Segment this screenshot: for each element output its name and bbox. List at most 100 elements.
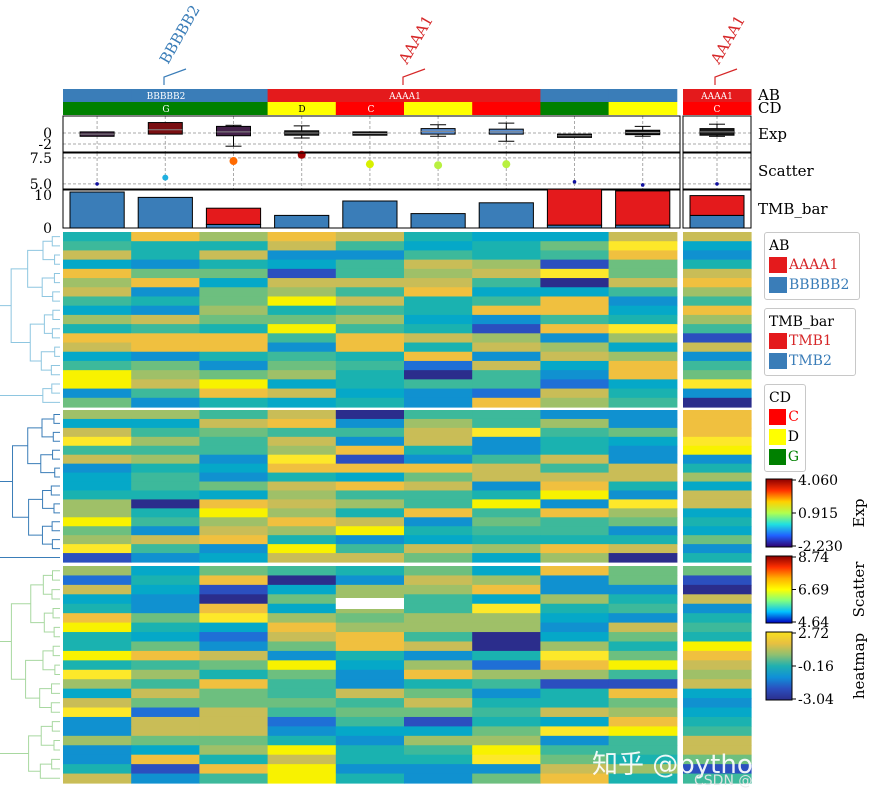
heatmap-cell [199,575,269,586]
dendrogram-branch [40,351,55,371]
heatmap-cell [472,388,541,399]
heatmap-cell [540,342,610,353]
heatmap-cell [683,232,752,242]
exp-ytick-1: -2 [38,137,52,153]
heatmap-cell [472,716,541,727]
heatmap-cell [472,707,541,718]
heatmap-cell [267,526,337,536]
heatmap-cell [335,754,405,765]
dendrogram-branch [30,584,45,624]
heatmap-cell [131,698,200,709]
heatmap-cell [683,472,752,483]
heatmap-cell [540,351,610,362]
legend-swatch [769,257,787,273]
dendrogram-branch [28,498,43,536]
heatmap-cell [335,333,405,344]
heatmap-cell [540,241,610,252]
heatmap-cell [472,268,541,279]
heatmap-cell [131,641,200,652]
heatmap-cell [131,594,200,605]
heatmap-cell [335,241,405,252]
heatmap-cell [472,241,541,252]
dendrogram-branch [54,254,60,265]
heatmap-cell [472,232,541,242]
heatmap-cell [335,278,405,288]
dendrogram-branch [39,763,60,779]
dendrogram-branch [42,240,55,261]
heatmap-cell [335,622,405,633]
heatmap-cell [131,517,200,527]
heatmap-cell [63,553,132,563]
heatmap-cell [199,745,269,756]
heatmap-cell [683,499,752,509]
heatmap-cell [335,454,405,465]
scatter-point-2 [229,157,238,166]
row-label-ab: AB [757,86,780,104]
heatmap-cell [199,622,269,633]
row-label-exp: Exp [758,125,787,143]
heatmap-cell [267,669,337,680]
legend-swatch [769,449,786,465]
heatmap-cell [335,490,405,501]
heatmap-cell [683,418,752,429]
legend-ab-item-1: AAAA1 [769,255,853,275]
heatmap-cell [608,305,678,316]
heatmap-cell [404,370,473,380]
heatmap-cell [472,641,541,652]
tmb-ytick-1: 0 [43,221,52,237]
heatmap-cell [540,232,610,242]
heatmap-cell [131,436,200,447]
heatmap-cell [404,745,473,756]
heatmap-cell [404,418,473,429]
heatmap-cell [335,342,405,353]
scatter-point-6 [502,160,511,169]
heatmap-cell [335,481,405,492]
heatmap-cell [472,490,541,501]
heatmap-cell [608,535,678,545]
heatmap-cell [683,716,752,727]
heatmap-cell [199,698,269,709]
heatmap-cell [683,754,752,765]
tmb2-bar-6 [478,202,534,229]
heatmap-cell [267,472,337,483]
heatmap-cell [335,388,405,399]
heatmap-cell [267,613,337,624]
heatmap-cell [683,575,752,586]
heatmap-cell [63,613,132,624]
tmb2-bar-3 [274,214,330,229]
heatmap-cell [131,379,200,390]
heatmap-cell [472,754,541,765]
heatmap-cell [608,342,678,353]
heatmap-cell [404,250,473,261]
heatmap-cell [540,669,610,680]
heatmap-cell [404,716,473,727]
heatmap-cell [131,632,200,643]
scatter-point-0 [95,182,99,186]
heatmap-cell [335,566,405,577]
heatmap-cell [63,472,132,483]
heatmap-cell [267,259,337,270]
watermark-sub: CSDN @ [694,773,753,789]
heatmap-cell [472,379,541,390]
legend-cd-item-2: D [769,427,799,447]
dendrogram-branch [41,418,54,438]
heatmap-cell [63,268,132,279]
heatmap-cell [683,584,752,595]
heatmap-cell [63,490,132,501]
heatmap-cell [199,650,269,661]
cd-cell-5 [404,102,473,115]
heatmap-cell [131,508,200,518]
legend-cd-title: CD [769,390,791,406]
heatmap-cell [335,268,405,279]
heatmap-cell [335,436,405,447]
heatmap-cell [63,360,132,371]
heatmap-cell [63,622,132,633]
heatmap-cell [63,535,132,545]
heatmap-cell [404,603,473,614]
heatmap-cell [404,669,473,680]
heatmap-cell [131,445,200,456]
scatter-main-frame [62,152,681,190]
dendrogram-branch [50,485,60,496]
heatmap-cell [335,259,405,270]
heatmap-cell [683,436,752,447]
